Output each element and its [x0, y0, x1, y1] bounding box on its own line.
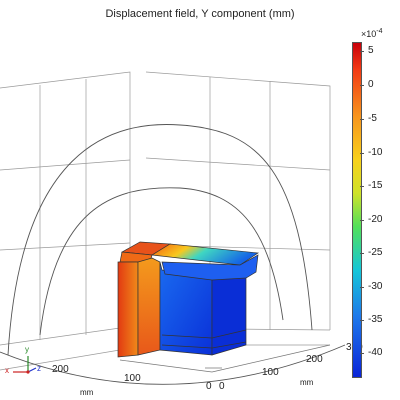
colorbar-tick: -15: [368, 180, 383, 191]
colorbar-tick: -40: [368, 347, 383, 358]
triad-label-x: x: [5, 366, 9, 375]
axis-tick-left-100: 100: [124, 373, 141, 384]
deformed-block: [117, 241, 260, 358]
domain-arcs: [0, 124, 346, 385]
axis-lines: [119, 344, 331, 373]
axis-tick-right-100: 100: [262, 367, 279, 378]
axis-tick-right-0: 0: [219, 381, 225, 392]
plot-title: Displacement field, Y component (mm): [105, 8, 295, 20]
axis-tick-right-200: 200: [306, 354, 323, 365]
colorbar: [352, 42, 362, 378]
colorbar-tick: -5: [368, 113, 377, 124]
colorbar-tick: -30: [368, 281, 383, 292]
colorbar-tick: -10: [368, 147, 383, 158]
colorbar-tick: 5: [368, 45, 374, 56]
colorbar-tick: -35: [368, 314, 383, 325]
axis-tick-left-0: 0: [206, 381, 212, 392]
colorbar-tick: -20: [368, 214, 383, 225]
axis-unit-left: mm: [80, 388, 94, 397]
axis-tick-left-200: 200: [52, 364, 69, 375]
triad-label-y: y: [25, 345, 29, 354]
axis-unit-right: mm: [300, 378, 314, 387]
colorbar-tick: -25: [368, 247, 383, 258]
triad-label-z: z: [37, 364, 41, 373]
colorbar-tick: 0: [368, 79, 374, 90]
coordinate-triad: [13, 356, 37, 374]
colorbar-exponent: ×10-4: [361, 28, 383, 39]
